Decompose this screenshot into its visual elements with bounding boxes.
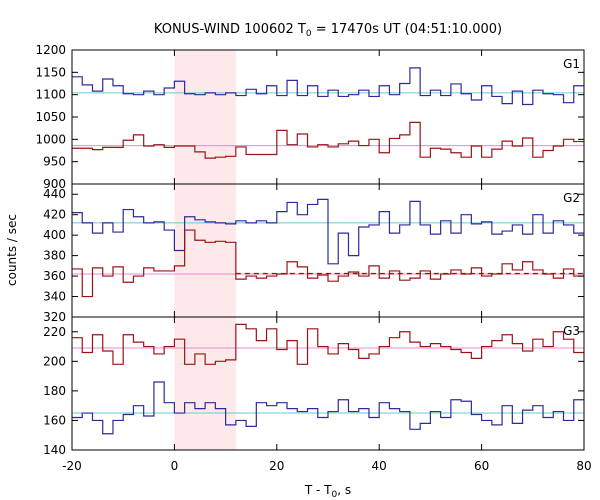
panel-g1-y-tick-label: 1200 — [35, 43, 66, 57]
panel-g1-y-tick-label: 1100 — [35, 88, 66, 102]
panel-g3-y-tick-label: 200 — [43, 354, 66, 368]
panel-g3-label: G3 — [563, 324, 580, 338]
panel-g3-frame — [71, 316, 585, 451]
panel-g3-series-blue — [72, 381, 584, 435]
panel-g2-series-red — [72, 229, 584, 298]
panel-g2-y-tick-label: 420 — [43, 208, 66, 222]
x-tick-label: 20 — [269, 459, 284, 473]
y-axis-title: counts / sec — [5, 214, 19, 286]
panel-g2-series-blue — [72, 198, 584, 265]
panel-g1-series-red — [72, 121, 584, 159]
panel-g1-frame — [71, 49, 585, 185]
x-tick-label: 0 — [171, 459, 179, 473]
panel-g1-y-tick-label: 1150 — [35, 65, 66, 79]
panel-g2-y-tick-label: 440 — [43, 187, 66, 201]
x-tick-label: -20 — [62, 459, 82, 473]
panel-g3-y-tick-label: 140 — [43, 443, 66, 457]
chart-title: KONUS-WIND 100602 T0 = 17470s UT (04:51:… — [154, 22, 502, 39]
panel-g3-y-tick-label: 180 — [43, 384, 66, 398]
panel-g3-series-red — [72, 323, 584, 365]
x-tick-label: 80 — [576, 459, 591, 473]
x-axis-title: T - T0, s — [304, 483, 351, 500]
panel-g3-y-tick-label: 160 — [43, 413, 66, 427]
panel-g1-y-tick-label: 900 — [43, 177, 66, 191]
panel-g2-y-tick-label: 340 — [43, 290, 66, 304]
panel-g2-y-tick-label: 380 — [43, 249, 66, 263]
panel-g1-label: G1 — [563, 57, 580, 71]
panel-g2-label: G2 — [563, 191, 580, 205]
panel-g1-y-tick-label: 1000 — [35, 132, 66, 146]
x-tick-label: 60 — [474, 459, 489, 473]
panel-g2-y-tick-label: 320 — [43, 310, 66, 324]
panel-g2-y-tick-label: 400 — [43, 228, 66, 242]
panel-g1-y-tick-label: 950 — [43, 155, 66, 169]
panel-g2-y-tick-label: 360 — [43, 269, 66, 283]
panel-g1-y-tick-label: 1050 — [35, 110, 66, 124]
panel-g3-y-tick-label: 220 — [43, 325, 66, 339]
x-tick-label: 40 — [372, 459, 387, 473]
panel-g1-series-blue — [72, 67, 584, 106]
